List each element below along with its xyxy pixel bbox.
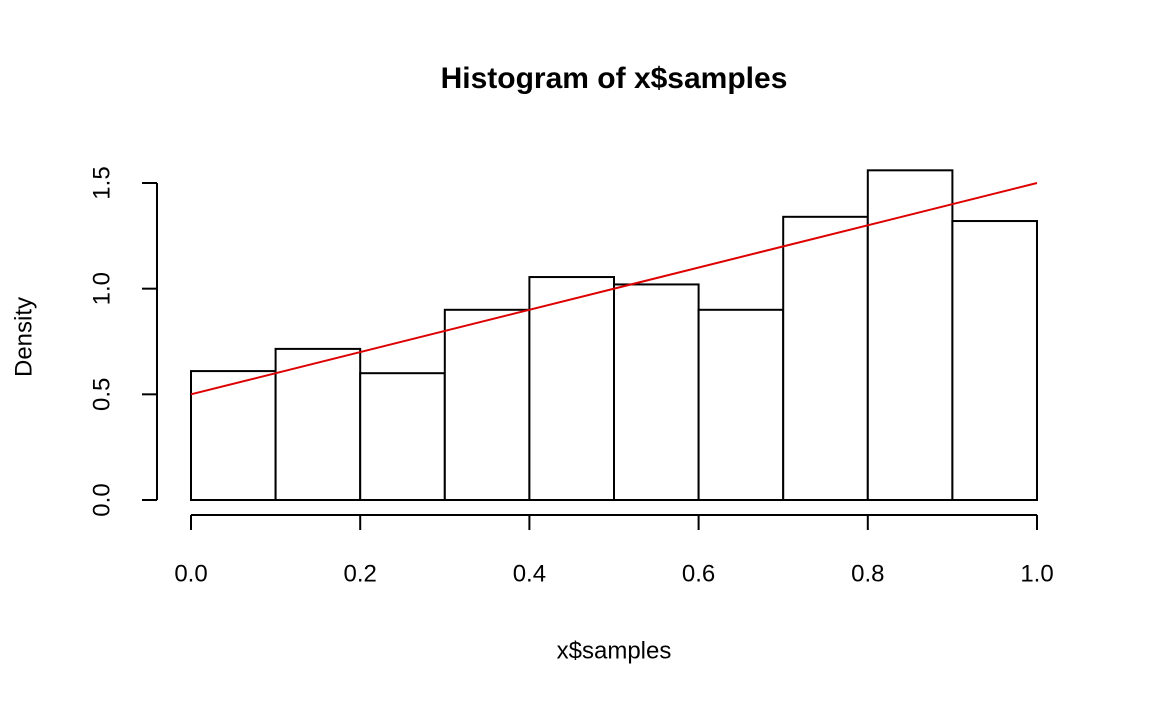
- y-tick-label: 0.5: [88, 378, 115, 411]
- x-tick-label: 0.8: [851, 560, 884, 587]
- bar: [613, 283, 700, 501]
- density-line: [190, 182, 1038, 396]
- bar: [697, 308, 785, 501]
- x-tick-label: 0.2: [344, 560, 377, 587]
- chart-title: Histogram of x$samples: [441, 62, 788, 95]
- bar: [274, 347, 362, 501]
- bar: [190, 370, 277, 501]
- x-tick-label: 1.0: [1020, 560, 1053, 587]
- x-tick-label: 0.4: [513, 560, 546, 587]
- bar: [359, 372, 446, 502]
- y-tick-label: 1.0: [88, 272, 115, 305]
- y-axis-label: Density: [10, 297, 37, 377]
- x-axis-label: x$samples: [557, 637, 672, 664]
- bar: [782, 215, 869, 502]
- bar: [951, 220, 1039, 501]
- bar: [443, 308, 531, 501]
- x-tick-label: 0.6: [682, 560, 715, 587]
- bar: [528, 276, 616, 501]
- y-tick-label: 0.0: [88, 483, 115, 516]
- x-tick-label: 0.0: [174, 560, 207, 587]
- y-tick-label: 1.5: [88, 166, 115, 199]
- bar: [866, 169, 954, 501]
